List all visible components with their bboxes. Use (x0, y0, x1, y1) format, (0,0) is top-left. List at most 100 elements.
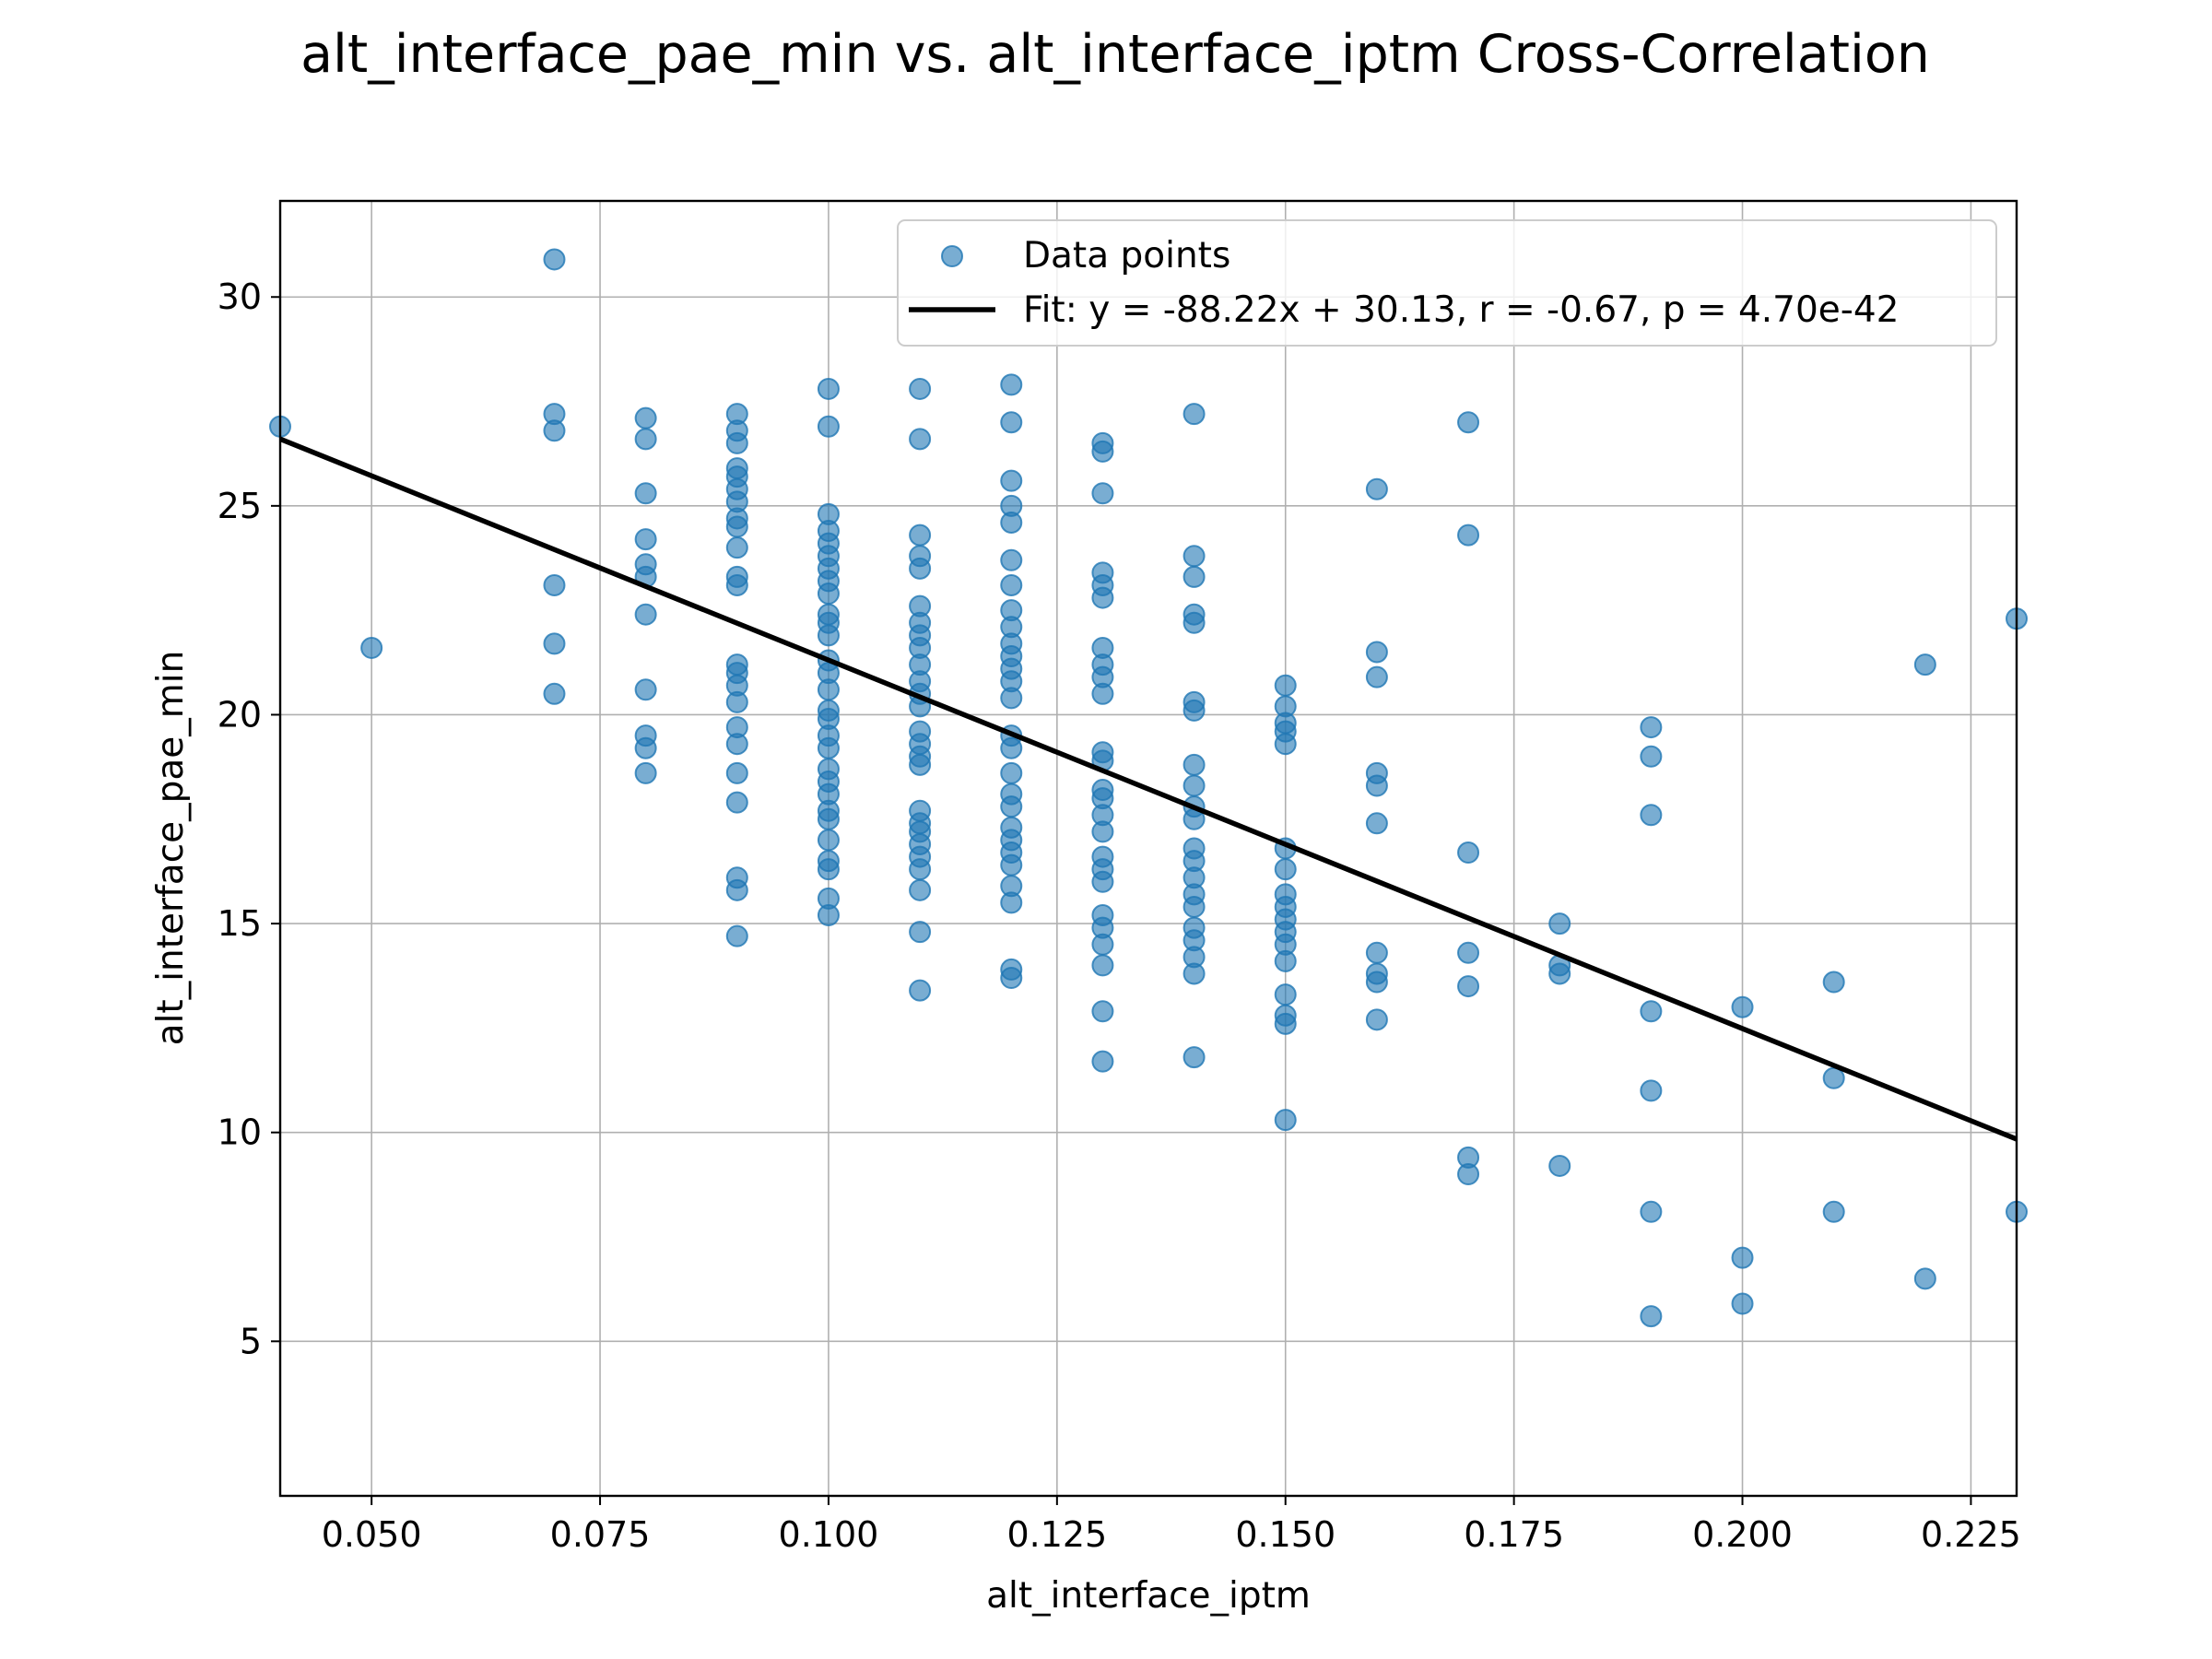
data-point (817, 736, 840, 759)
data-point (817, 678, 840, 701)
data-point (1548, 962, 1571, 985)
data-point (1640, 1200, 1663, 1223)
data-point (1091, 682, 1114, 705)
data-point (1000, 891, 1023, 914)
data-point (1274, 674, 1297, 697)
data-point (634, 406, 657, 429)
data-point (909, 921, 932, 944)
data-point (1457, 841, 1480, 865)
fit-line-group (278, 436, 2018, 1142)
data-point (1091, 1000, 1114, 1023)
x-tick-label: 0.225 (1921, 1514, 2021, 1555)
y-tick-label: 30 (218, 276, 262, 317)
data-point (1182, 1046, 1206, 1069)
legend-label-data-points: Data points (1023, 235, 1230, 276)
data-point (1182, 699, 1206, 722)
data-points (269, 248, 2028, 1328)
data-point (634, 428, 657, 451)
data-point (725, 878, 748, 901)
data-point (817, 807, 840, 830)
data-point (1913, 653, 1936, 677)
data-point (1731, 995, 1754, 1018)
data-point (725, 761, 748, 784)
data-point (1182, 545, 1206, 568)
data-point (725, 924, 748, 947)
data-point (909, 377, 932, 400)
data-point (634, 736, 657, 759)
data-point (725, 536, 748, 559)
data-point (1000, 795, 1023, 818)
data-point (1091, 482, 1114, 505)
data-point (543, 419, 566, 442)
fit-line (278, 436, 2018, 1142)
data-point (1640, 745, 1663, 768)
data-point (909, 524, 932, 547)
data-point (1091, 954, 1114, 977)
x-tick-label: 0.050 (322, 1514, 422, 1555)
data-point (817, 858, 840, 881)
data-point (1000, 687, 1023, 710)
data-point (1000, 548, 1023, 571)
data-point (1091, 933, 1114, 956)
data-point (1731, 1246, 1754, 1269)
data-point (1000, 761, 1023, 784)
data-point (634, 678, 657, 701)
y-tick-label: 25 (218, 486, 262, 526)
data-point (634, 761, 657, 784)
data-point (634, 603, 657, 626)
data-point (817, 415, 840, 438)
y-axis-label: alt_interface_pae_min (150, 651, 192, 1046)
grid-lines (280, 201, 2017, 1496)
data-point (1274, 983, 1297, 1006)
y-tick-label: 5 (240, 1321, 262, 1361)
x-tick-label: 0.200 (1692, 1514, 1793, 1555)
x-axis-ticks: 0.050 0.075 0.100 0.125 0.150 0.175 0.200 0.225 (322, 1496, 2021, 1555)
data-point (1365, 812, 1388, 835)
data-point (1000, 511, 1023, 534)
data-point (1000, 967, 1023, 989)
x-tick-label: 0.150 (1235, 1514, 1335, 1555)
data-point (1000, 853, 1023, 877)
y-tick-label: 20 (218, 694, 262, 735)
data-point (1457, 975, 1480, 998)
data-point (1640, 716, 1663, 739)
data-point (1274, 949, 1297, 972)
data-point (1000, 573, 1023, 596)
data-point (1365, 477, 1388, 500)
data-point (1640, 1305, 1663, 1328)
data-point (1274, 1012, 1297, 1035)
data-point (634, 528, 657, 551)
data-point (634, 482, 657, 505)
x-tick-label: 0.075 (550, 1514, 651, 1555)
data-point (1822, 971, 1845, 994)
plot-frame (278, 199, 2018, 1498)
legend-label-fit: Fit: y = -88.22x + 30.13, r = -0.67, p =… (1023, 289, 1900, 331)
data-point (1365, 774, 1388, 797)
data-point (817, 582, 840, 606)
legend-box (897, 219, 1997, 347)
y-tick-label: 10 (218, 1112, 262, 1153)
data-point (1091, 440, 1114, 463)
data-point (1182, 774, 1206, 797)
data-point (1365, 665, 1388, 688)
data-point (1457, 941, 1480, 964)
legend: Data points Fit: y = -88.22x + 30.13, r … (897, 219, 1997, 347)
data-point (1182, 753, 1206, 776)
data-point (1091, 586, 1114, 609)
data-point (1091, 870, 1114, 893)
data-point (725, 573, 748, 596)
data-point (909, 979, 932, 1002)
data-point (1182, 611, 1206, 634)
data-point (1000, 411, 1023, 434)
data-point (909, 878, 932, 901)
data-point (1091, 820, 1114, 843)
data-point (1640, 1079, 1663, 1102)
data-point (725, 791, 748, 814)
data-point (1365, 1008, 1388, 1031)
data-point (909, 557, 932, 580)
data-point (1731, 1292, 1754, 1315)
data-point (543, 632, 566, 655)
data-point (1091, 1050, 1114, 1073)
data-point (909, 428, 932, 451)
data-point (1182, 962, 1206, 985)
